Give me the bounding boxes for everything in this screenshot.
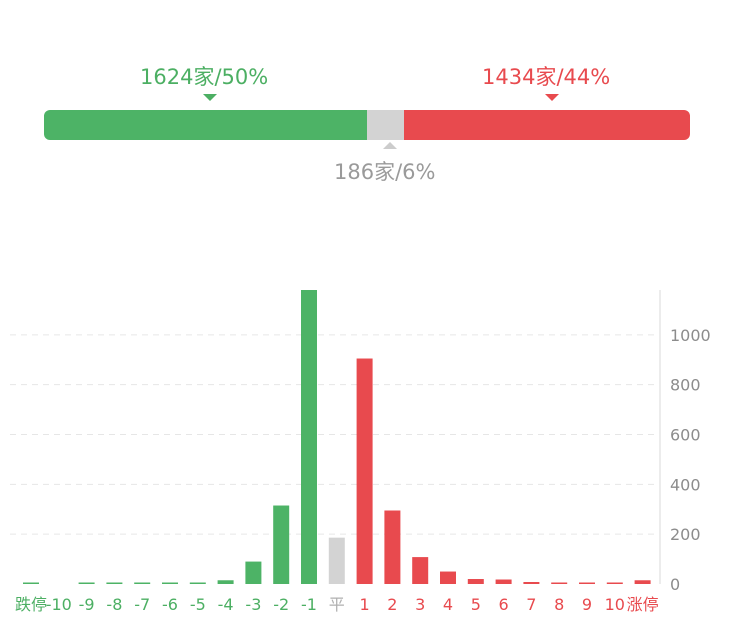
x-category-label: -1 (301, 595, 317, 614)
x-category-label: 10 (605, 595, 625, 614)
bar--9 (78, 582, 95, 584)
x-category-label: 平 (329, 595, 345, 614)
advance-count-label: 1434家/44% (482, 65, 611, 89)
x-category-label: -4 (218, 595, 234, 614)
bar-4 (440, 571, 456, 584)
chart-gridlines (10, 334, 658, 535)
y-tick-label: 800 (670, 376, 701, 395)
bar-3 (412, 557, 429, 584)
advance-decline-ratio-bar (44, 110, 690, 140)
bar-10 (606, 582, 623, 584)
bar-8 (551, 582, 568, 584)
decline-segment (44, 110, 368, 140)
decline-pointer-icon (203, 94, 217, 101)
bar-跌停 (23, 582, 39, 584)
advance-pointer-icon (545, 94, 559, 101)
x-category-label: 涨停 (627, 595, 659, 614)
decline-count-label: 1624家/50% (140, 65, 269, 89)
x-category-label: 3 (415, 595, 425, 614)
bar--2 (273, 505, 290, 584)
x-category-label: -2 (273, 595, 289, 614)
x-category-label: 6 (499, 595, 509, 614)
x-category-label: 跌停 (15, 595, 47, 614)
flat-count-label: 186家/6% (334, 160, 436, 184)
y-tick-label: 200 (670, 525, 701, 544)
x-category-label: -9 (79, 595, 95, 614)
chart-bars (23, 290, 651, 584)
bar--1 (301, 290, 317, 584)
x-category-label: 1 (360, 595, 370, 614)
x-category-label: 5 (471, 595, 481, 614)
x-axis-categories: 跌停-10 -9 -8 -7 -6 -5 -4 -3 -2 -1 平 1 2 3 4 5 6 7 8 9 10 涨停 (15, 595, 659, 614)
bar--4 (217, 580, 234, 584)
x-category-label: -5 (190, 595, 206, 614)
bar--3 (245, 561, 262, 584)
bar-7 (523, 582, 540, 584)
advance-segment (404, 110, 690, 140)
flat-segment (367, 110, 405, 140)
bar-2 (384, 510, 401, 584)
y-tick-label: 0 (670, 575, 680, 594)
x-category-label: 9 (582, 595, 592, 614)
bar--6 (162, 582, 178, 584)
y-axis-ticks: 0 200 400 600 800 1000 (670, 326, 711, 594)
flat-pointer-icon (383, 142, 397, 149)
price-change-distribution-chart: 0 200 400 600 800 1000 跌停-10 -9 -8 -7 -6 -5 -4 -3 -2-… (10, 290, 711, 614)
y-tick-label: 1000 (670, 326, 711, 345)
x-category-label: -7 (134, 595, 150, 614)
bar--7 (134, 582, 151, 584)
bar-6 (495, 579, 512, 584)
x-category-label: -3 (245, 595, 261, 614)
bar--8 (106, 582, 123, 584)
x-category-label: 4 (443, 595, 453, 614)
bar-5 (467, 579, 484, 584)
bar--5 (189, 582, 206, 584)
x-category-label: -10 (46, 595, 72, 614)
x-category-label: -6 (162, 595, 178, 614)
bar-涨停 (634, 580, 651, 584)
x-category-label: 2 (387, 595, 397, 614)
x-category-label: 7 (526, 595, 536, 614)
bar-1 (356, 358, 373, 584)
y-tick-label: 400 (670, 475, 701, 494)
bar-9 (579, 582, 595, 584)
bar-平 (328, 537, 345, 584)
x-category-label: -8 (106, 595, 122, 614)
y-tick-label: 600 (670, 426, 701, 445)
x-category-label: 8 (554, 595, 564, 614)
